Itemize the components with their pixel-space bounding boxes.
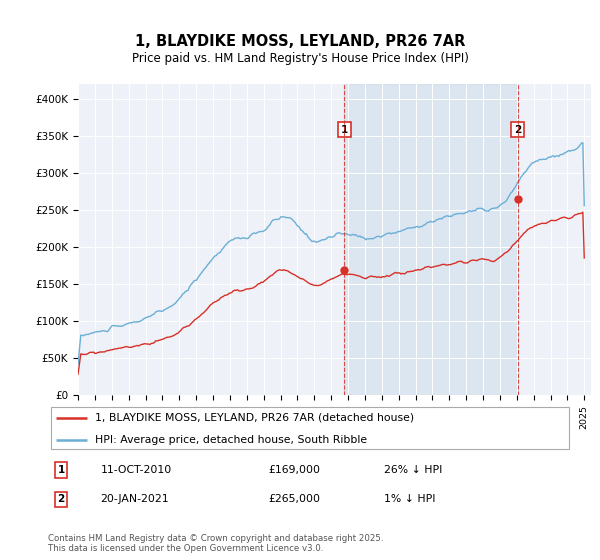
Text: 1: 1 xyxy=(341,125,348,135)
Text: 20-JAN-2021: 20-JAN-2021 xyxy=(101,494,169,505)
FancyBboxPatch shape xyxy=(50,407,569,449)
Text: 26% ↓ HPI: 26% ↓ HPI xyxy=(384,465,442,475)
Text: 1: 1 xyxy=(58,465,65,475)
Text: 1% ↓ HPI: 1% ↓ HPI xyxy=(384,494,436,505)
Text: Price paid vs. HM Land Registry's House Price Index (HPI): Price paid vs. HM Land Registry's House … xyxy=(131,52,469,66)
Text: 11-OCT-2010: 11-OCT-2010 xyxy=(101,465,172,475)
Bar xyxy=(344,84,518,395)
Text: 2: 2 xyxy=(514,125,521,135)
Text: 1, BLAYDIKE MOSS, LEYLAND, PR26 7AR: 1, BLAYDIKE MOSS, LEYLAND, PR26 7AR xyxy=(135,35,465,49)
Text: Contains HM Land Registry data © Crown copyright and database right 2025.
This d: Contains HM Land Registry data © Crown c… xyxy=(48,534,383,553)
Text: 1, BLAYDIKE MOSS, LEYLAND, PR26 7AR (detached house): 1, BLAYDIKE MOSS, LEYLAND, PR26 7AR (det… xyxy=(95,413,415,423)
Text: £265,000: £265,000 xyxy=(269,494,320,505)
Text: £169,000: £169,000 xyxy=(269,465,320,475)
Text: 2: 2 xyxy=(58,494,65,505)
Text: HPI: Average price, detached house, South Ribble: HPI: Average price, detached house, Sout… xyxy=(95,435,367,445)
